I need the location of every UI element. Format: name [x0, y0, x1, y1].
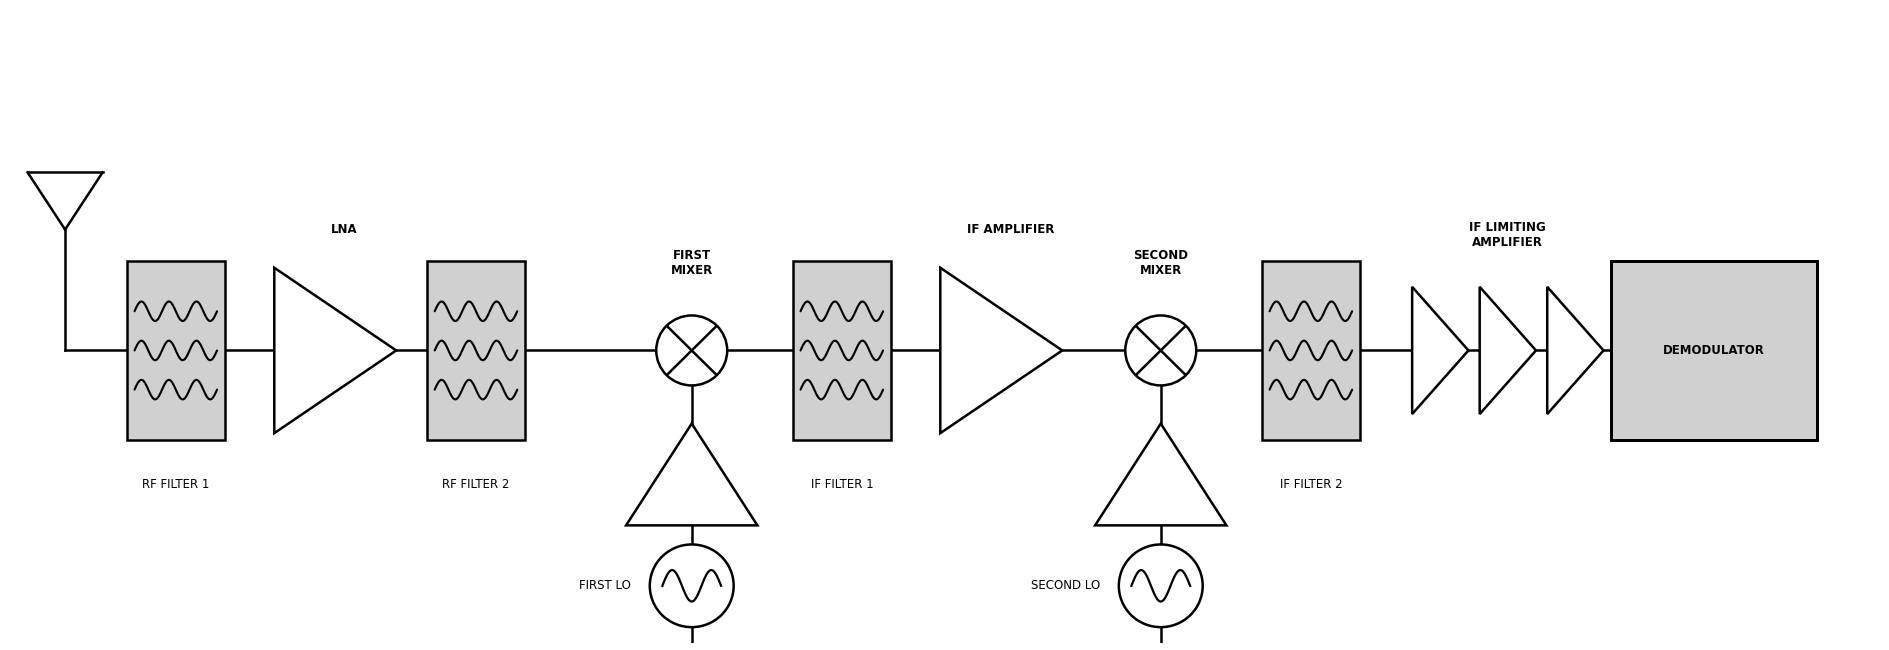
Text: IF FILTER 2: IF FILTER 2 — [1279, 478, 1341, 491]
Polygon shape — [625, 424, 757, 525]
Bar — [127, 261, 225, 439]
Text: IF LIMITING
AMPLIFIER: IF LIMITING AMPLIFIER — [1468, 220, 1545, 249]
Text: SECOND LO: SECOND LO — [1030, 579, 1099, 592]
Text: IF FILTER 1: IF FILTER 1 — [810, 478, 873, 491]
Polygon shape — [1094, 424, 1226, 525]
Text: LNA: LNA — [331, 223, 357, 236]
Text: FIRST
MIXER: FIRST MIXER — [671, 250, 712, 278]
Bar — [1262, 261, 1358, 439]
Text: DEMODULATOR: DEMODULATOR — [1662, 344, 1764, 357]
Ellipse shape — [650, 545, 733, 627]
Text: RF FILTER 1: RF FILTER 1 — [142, 478, 210, 491]
Bar — [793, 261, 890, 439]
Polygon shape — [274, 268, 397, 433]
Polygon shape — [1479, 287, 1536, 414]
Bar — [1609, 261, 1817, 439]
Polygon shape — [941, 268, 1062, 433]
Ellipse shape — [1118, 545, 1201, 627]
Ellipse shape — [1124, 315, 1196, 385]
Text: SECOND
MIXER: SECOND MIXER — [1133, 250, 1188, 278]
Polygon shape — [1547, 287, 1602, 414]
Text: RF FILTER 2: RF FILTER 2 — [442, 478, 510, 491]
Text: FIRST LO: FIRST LO — [578, 579, 631, 592]
Ellipse shape — [655, 315, 727, 385]
Text: IF AMPLIFIER: IF AMPLIFIER — [967, 223, 1054, 236]
Bar — [427, 261, 525, 439]
Polygon shape — [1411, 287, 1468, 414]
